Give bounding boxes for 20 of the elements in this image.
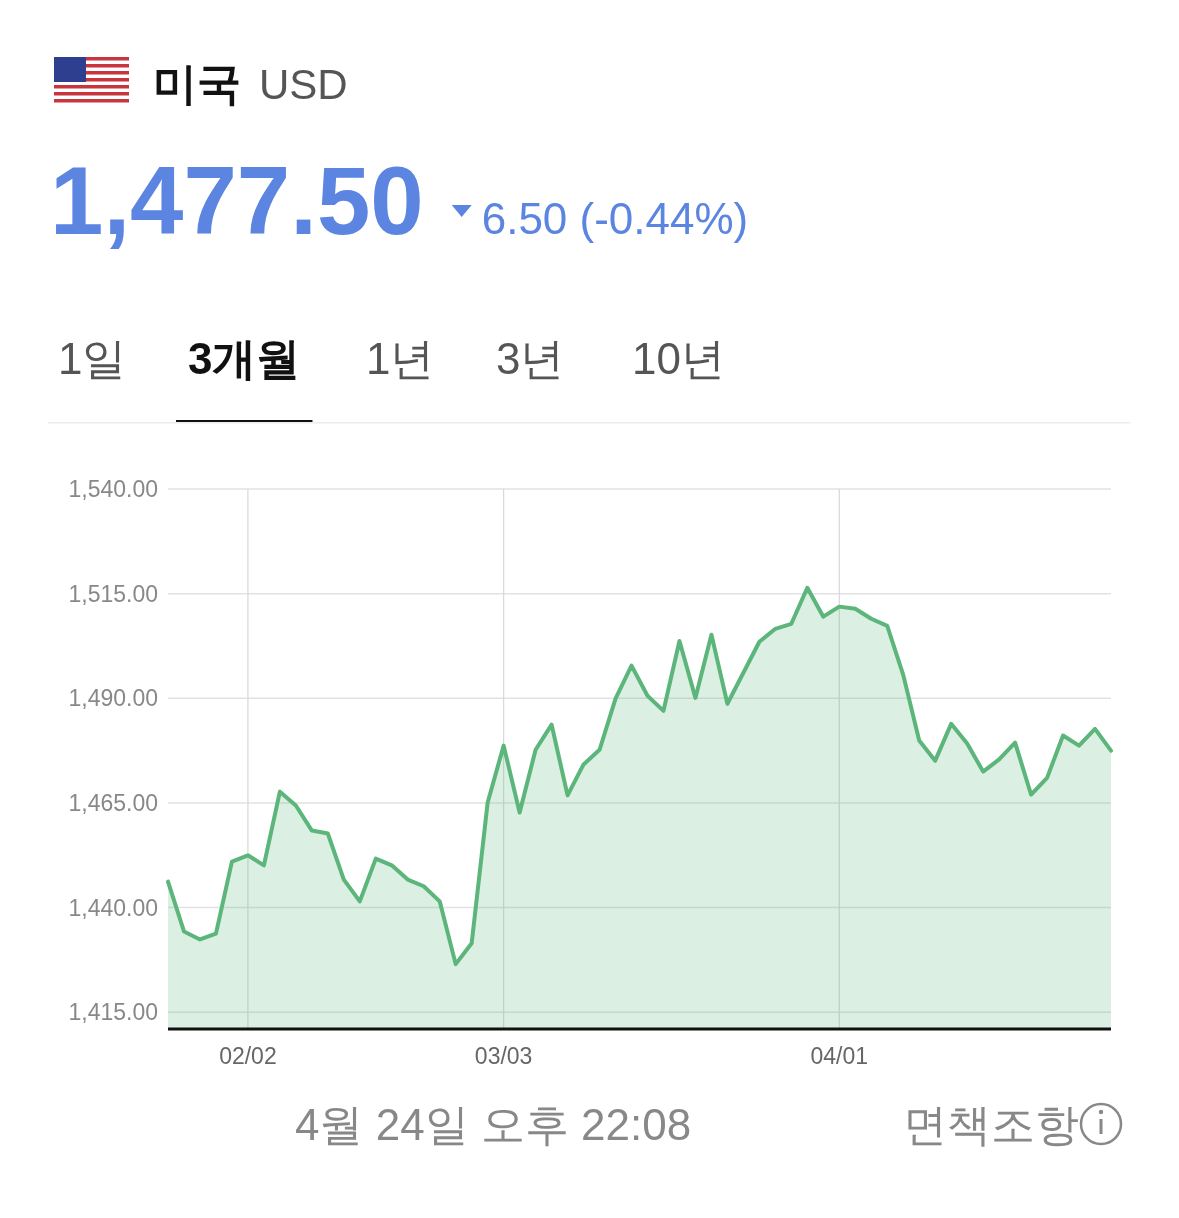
- text: 1일: [58, 334, 127, 383]
- text: 1,477.50: [50, 147, 424, 254]
- text: 1년: [366, 334, 435, 383]
- text: 면책조항: [903, 1100, 1079, 1149]
- text: 3개월: [188, 334, 301, 383]
- chart-subtitle: USD: [259, 61, 348, 108]
- y-tick-label: 1,465.00: [68, 789, 158, 816]
- y-tick-label: 1,440.00: [68, 894, 158, 921]
- y-tick-label: 1,490.00: [68, 685, 158, 712]
- text: 10년: [632, 334, 725, 383]
- y-tick-label: 1,415.00: [68, 999, 158, 1026]
- y-tick-label: 1,540.00: [68, 476, 158, 502]
- text: 6.50 (-0.44%): [481, 194, 749, 243]
- text: 4월 24일 오후 22:08: [295, 1100, 692, 1149]
- x-tick-label: 03/03: [474, 1043, 533, 1069]
- chart-title: 미국: [153, 59, 241, 108]
- text: 3년: [496, 334, 565, 383]
- y-tick-label: 1,515.00: [68, 580, 158, 607]
- x-tick-label: 02/02: [219, 1043, 277, 1069]
- x-tick-label: 04/01: [810, 1043, 869, 1069]
